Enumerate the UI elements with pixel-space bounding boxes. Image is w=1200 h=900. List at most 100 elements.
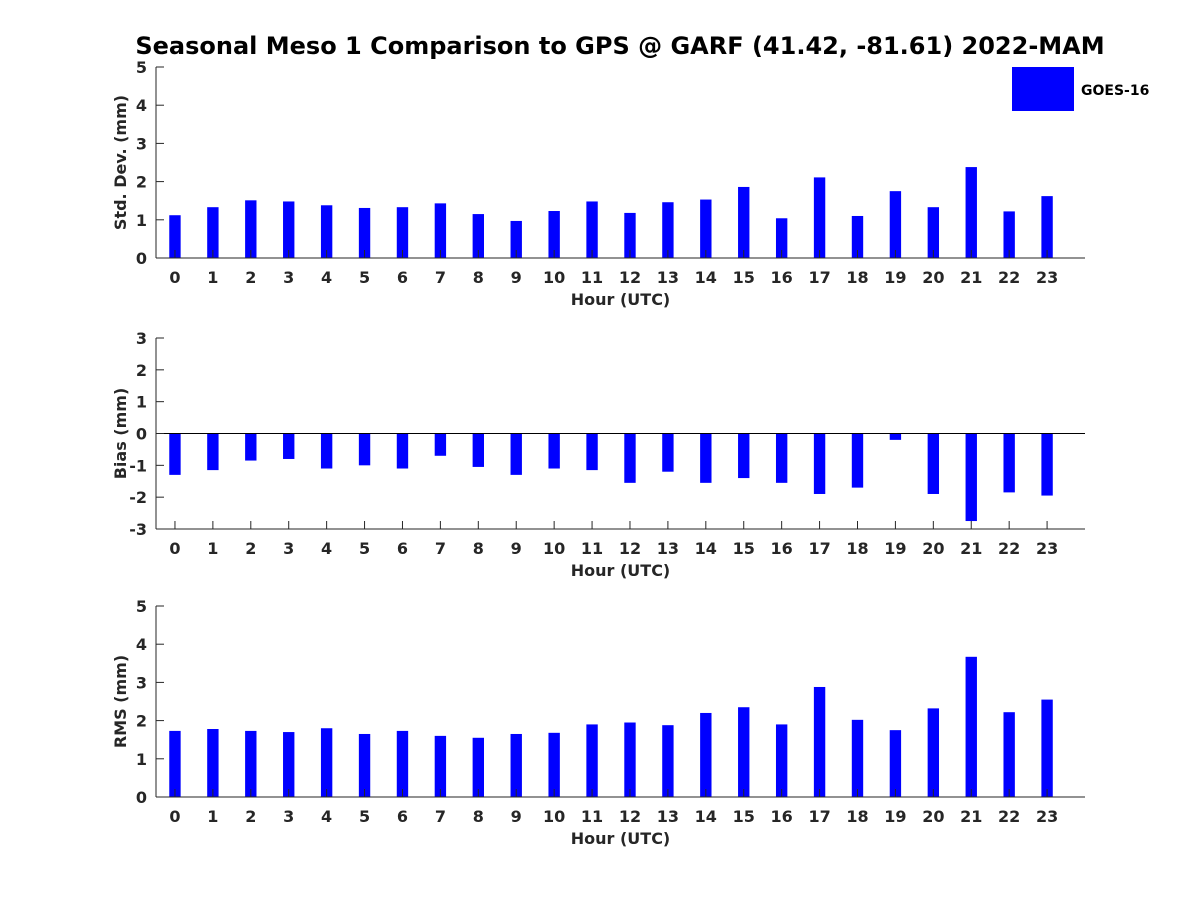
x-tick-label: 20 (922, 807, 944, 826)
x-tick-label: 18 (846, 807, 868, 826)
x-tick-label: 6 (397, 539, 408, 558)
bar-3 (283, 433, 295, 459)
x-axis-label: Hour (UTC) (571, 290, 671, 309)
bar-0 (169, 730, 181, 797)
bar-17 (813, 177, 826, 258)
x-tick-label: 12 (619, 807, 641, 826)
x-tick-label: 8 (473, 539, 484, 558)
bar-16 (775, 724, 788, 797)
x-tick-label: 2 (245, 268, 256, 287)
y-tick-label: 1 (136, 393, 147, 412)
bar-11 (586, 201, 598, 258)
bar-23 (1041, 196, 1053, 258)
x-tick-label: 3 (283, 268, 294, 287)
x-tick-label: 12 (619, 268, 641, 287)
y-tick-label: 4 (136, 635, 147, 654)
x-tick-label: 7 (435, 539, 446, 558)
x-tick-label: 18 (846, 268, 868, 287)
bar-5 (358, 433, 371, 466)
x-tick-label: 19 (884, 539, 906, 558)
bar-10 (548, 211, 560, 258)
bar-0 (169, 433, 181, 475)
y-tick-label: 0 (136, 249, 147, 268)
x-tick-label: 9 (511, 268, 522, 287)
legend-swatch (1012, 67, 1074, 111)
x-tick-label: 0 (169, 268, 180, 287)
y-tick-label: 3 (136, 329, 147, 348)
x-tick-label: 17 (808, 268, 830, 287)
bar-20 (927, 708, 940, 797)
bar-21 (965, 167, 977, 258)
x-tick-label: 8 (473, 268, 484, 287)
bar-19 (889, 433, 902, 440)
bar-22 (1003, 211, 1015, 258)
x-tick-label: 6 (397, 268, 408, 287)
x-tick-label: 10 (543, 807, 565, 826)
bar-19 (889, 730, 902, 797)
x-axis-label: Hour (UTC) (571, 829, 671, 848)
x-axis-label: Hour (UTC) (571, 561, 671, 580)
x-tick-label: 21 (960, 268, 982, 287)
bar-18 (851, 433, 864, 488)
bar-14 (700, 433, 712, 483)
y-tick-label: 5 (136, 58, 147, 77)
bar-6 (396, 730, 409, 797)
x-tick-label: 12 (619, 539, 641, 558)
bar-15 (738, 433, 750, 479)
bar-20 (927, 433, 940, 494)
x-tick-label: 17 (808, 807, 830, 826)
x-tick-label: 16 (771, 539, 793, 558)
bar-22 (1003, 712, 1015, 797)
x-tick-label: 18 (846, 539, 868, 558)
x-tick-label: 14 (695, 539, 717, 558)
bar-12 (624, 722, 636, 797)
x-tick-label: 23 (1036, 539, 1058, 558)
x-tick-label: 23 (1036, 807, 1058, 826)
bar-21 (965, 433, 977, 522)
x-tick-label: 22 (998, 807, 1020, 826)
bar-18 (851, 215, 864, 258)
y-tick-label: -1 (129, 456, 147, 475)
bar-23 (1041, 433, 1053, 496)
bar-14 (700, 712, 712, 797)
x-tick-label: 7 (435, 807, 446, 826)
bar-21 (965, 656, 977, 797)
x-tick-label: 1 (207, 539, 218, 558)
bar-7 (434, 735, 447, 797)
bar-11 (586, 724, 598, 797)
x-tick-label: 22 (998, 539, 1020, 558)
x-tick-label: 14 (695, 807, 717, 826)
bar-14 (700, 199, 712, 258)
x-tick-label: 16 (771, 807, 793, 826)
y-tick-label: 2 (136, 173, 147, 192)
y-tick-label: 2 (136, 712, 147, 731)
bar-2 (245, 200, 257, 258)
bar-4 (320, 728, 333, 797)
y-tick-label: 3 (136, 673, 147, 692)
x-tick-label: 20 (922, 268, 944, 287)
bar-17 (813, 433, 826, 494)
legend: GOES-16 (1012, 67, 1149, 111)
bar-8 (472, 737, 484, 797)
bar-10 (548, 433, 560, 469)
x-tick-label: 19 (884, 268, 906, 287)
bar-7 (434, 433, 447, 456)
bar-1 (207, 729, 219, 797)
bar-6 (396, 207, 409, 258)
bar-15 (738, 707, 750, 797)
x-tick-label: 11 (581, 807, 603, 826)
bar-20 (927, 207, 940, 258)
x-tick-label: 13 (657, 268, 679, 287)
x-tick-label: 5 (359, 807, 370, 826)
bar-16 (775, 218, 788, 258)
bar-12 (624, 212, 636, 258)
y-tick-label: 2 (136, 361, 147, 380)
bar-2 (245, 730, 257, 797)
bar-5 (358, 733, 371, 797)
x-tick-label: 13 (657, 807, 679, 826)
x-tick-label: 10 (543, 539, 565, 558)
x-tick-label: 23 (1036, 268, 1058, 287)
x-tick-label: 6 (397, 807, 408, 826)
bar-22 (1003, 433, 1015, 493)
